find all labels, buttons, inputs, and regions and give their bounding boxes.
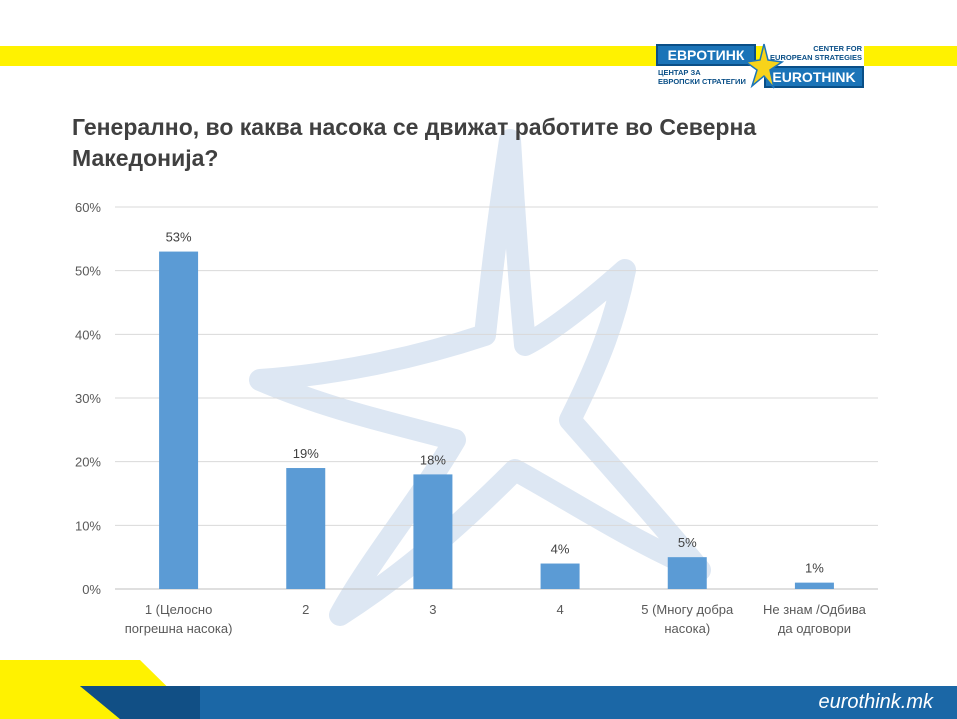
y-tick-label: 40%: [75, 327, 101, 342]
footer-band: [0, 660, 957, 719]
x-tick-label: 5 (Многу добра насока): [641, 602, 734, 636]
x-tick-label-line: 5 (Многу добра: [641, 602, 734, 617]
logo-star-icon: [744, 43, 784, 89]
data-label: 53%: [166, 230, 192, 245]
bar: [413, 474, 453, 589]
chart-title-line2: Македонија?: [72, 145, 219, 171]
bar: [286, 468, 326, 589]
y-tick-label: 30%: [75, 391, 101, 406]
chart-title: Генерално, во каква насока се движат раб…: [72, 112, 832, 174]
star-watermark-icon: [249, 129, 711, 626]
x-tick-label: 4: [556, 602, 563, 617]
y-tick-label: 0%: [82, 582, 101, 597]
y-tick-label: 20%: [75, 455, 101, 470]
x-tick-label: 2: [302, 602, 309, 617]
x-tick-label-line: насока): [664, 621, 710, 636]
y-tick-label: 50%: [75, 264, 101, 279]
x-tick-label-line: 4: [556, 602, 563, 617]
data-label: 19%: [293, 446, 319, 461]
x-tick-label-line: 2: [302, 602, 309, 617]
data-label: 4%: [551, 542, 570, 557]
logo-mk-block: ЕВРОТИНК ЦЕНТАР ЗА ЕВРОПСКИ СТРАТЕГИИ: [656, 44, 756, 88]
logo-mk-subtitle: ЦЕНТАР ЗА ЕВРОПСКИ СТРАТЕГИИ: [658, 68, 746, 86]
logo-en-subtitle: CENTER FOR EUROPEAN STRATEGIES: [770, 44, 862, 62]
bar: [667, 557, 707, 589]
logo-en-block: CENTER FOR EUROPEAN STRATEGIES EUROTHINK: [764, 44, 864, 88]
chart-title-line1: Генерално, во каква насока се движат раб…: [72, 114, 757, 140]
eurothink-logo: ЕВРОТИНК ЦЕНТАР ЗА ЕВРОПСКИ СТРАТЕГИИ CE…: [652, 40, 868, 90]
x-tick-label-line: 1 (Целосно: [145, 602, 212, 617]
x-tick-label-line: Не знам /Одбива: [763, 602, 867, 617]
data-label: 18%: [420, 452, 446, 467]
footer-website: eurothink.mk: [818, 691, 934, 713]
bar: [540, 563, 580, 589]
data-label: 5%: [678, 535, 697, 550]
y-tick-label: 10%: [75, 518, 101, 533]
x-tick-label-line: погрешна насока): [125, 621, 233, 636]
y-tick-label: 60%: [75, 200, 101, 215]
x-tick-label-line: да одговори: [778, 621, 851, 636]
x-tick-label: Не знам /Одбива да одговори: [763, 602, 867, 636]
x-tick-label-line: 3: [429, 602, 436, 617]
logo-mk-name: ЕВРОТИНК: [656, 44, 756, 66]
bar: [794, 582, 834, 589]
x-tick-label: 1 (Целосно погрешна насока): [125, 602, 233, 636]
data-label: 1%: [805, 561, 824, 576]
x-tick-label: 3: [429, 602, 436, 617]
bar: [159, 251, 199, 590]
